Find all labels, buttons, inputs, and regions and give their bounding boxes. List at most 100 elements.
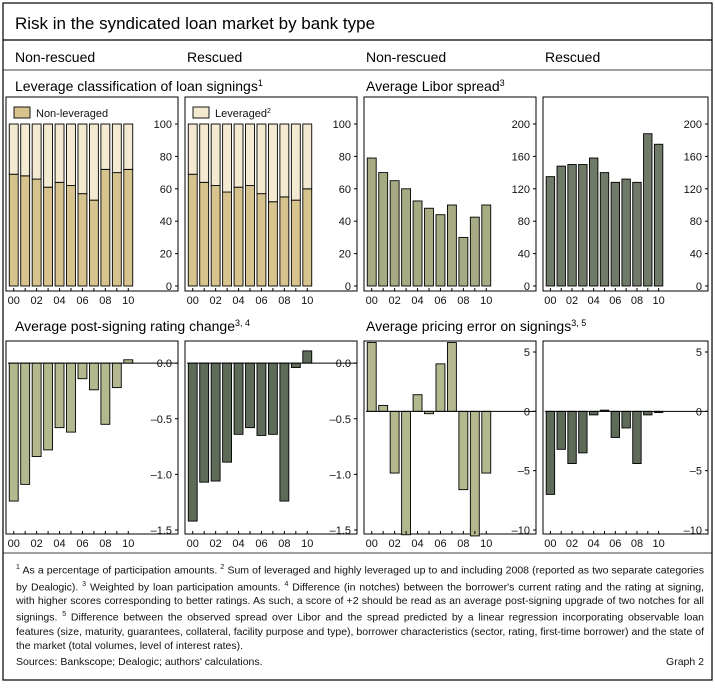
bar-leveraged bbox=[279, 123, 290, 198]
leverage-rescued-chart: 0 20 40 60 80 100 Leveraged2 00 02 04 06 08 10 bbox=[184, 96, 358, 307]
x-tick-label: 04 bbox=[232, 295, 244, 307]
bar-leveraged bbox=[31, 123, 42, 180]
x-tick-label: 08 bbox=[457, 295, 469, 307]
x-tick-label: 00 bbox=[8, 295, 20, 307]
x-tick-label: 04 bbox=[411, 295, 423, 307]
pricing-rescued-chart: 5 0 –5 –10 00 02 04 06 08 10 bbox=[542, 340, 709, 550]
x-tick-label: 08 bbox=[457, 538, 469, 550]
bar bbox=[599, 172, 610, 287]
graph-label: Graph 2 bbox=[666, 656, 704, 668]
bar-non-leveraged bbox=[31, 178, 42, 287]
bar-leveraged bbox=[267, 123, 278, 203]
section-title-rating: Average post-signing rating change3, 4 bbox=[15, 318, 250, 334]
section-title-leverage: Leverage classification of loan signings… bbox=[15, 78, 263, 94]
bar bbox=[123, 359, 134, 364]
section-title-pricing-sup: 3, 5 bbox=[571, 318, 586, 328]
x-tick-label: 04 bbox=[232, 538, 244, 550]
footnote-1: As a percentage of participation amounts… bbox=[22, 564, 218, 577]
bar-non-leveraged bbox=[210, 185, 221, 287]
y-tick-label: 20 bbox=[160, 249, 172, 261]
x-tick-label: 00 bbox=[366, 538, 378, 550]
bar-non-leveraged bbox=[199, 181, 210, 287]
x-tick-label: 10 bbox=[652, 538, 664, 550]
y-tick-label: 0.0 bbox=[336, 358, 351, 370]
bar bbox=[424, 207, 434, 287]
legend-label-sup: 2 bbox=[267, 108, 271, 115]
bar bbox=[481, 410, 492, 474]
column-header-3: Non-rescued bbox=[366, 49, 446, 65]
bar bbox=[389, 410, 400, 474]
x-tick-label: 00 bbox=[187, 538, 199, 550]
bar bbox=[412, 394, 423, 412]
column-header-2: Rescued bbox=[187, 49, 242, 65]
y-tick-label: –5 bbox=[518, 466, 530, 478]
y-tick-label: 60 bbox=[339, 184, 351, 196]
bar-leveraged bbox=[302, 123, 313, 190]
bar bbox=[199, 362, 210, 483]
y-tick-label: 0 bbox=[166, 281, 172, 293]
bar bbox=[469, 216, 480, 287]
bar bbox=[643, 133, 653, 287]
bar-leveraged bbox=[210, 123, 221, 187]
bar-non-leveraged bbox=[43, 186, 54, 287]
bar bbox=[556, 165, 566, 287]
bar-leveraged bbox=[290, 123, 301, 201]
bar bbox=[378, 172, 389, 287]
y-tick-label: 0 bbox=[345, 281, 351, 293]
bar-non-leveraged bbox=[187, 173, 198, 287]
bar bbox=[446, 204, 457, 287]
bar bbox=[578, 164, 588, 287]
bar bbox=[589, 410, 599, 416]
bar-leveraged bbox=[123, 123, 134, 170]
bar bbox=[621, 410, 631, 429]
bar-non-leveraged bbox=[302, 188, 313, 287]
bar-non-leveraged bbox=[66, 185, 76, 287]
section-title-libor-sup: 3 bbox=[500, 78, 505, 88]
bar bbox=[446, 342, 457, 412]
footnote-5: Difference between the observed spread o… bbox=[16, 611, 705, 652]
bar bbox=[111, 362, 122, 389]
bar bbox=[222, 362, 233, 463]
bar bbox=[77, 362, 88, 380]
y-tick-label: 5 bbox=[696, 347, 702, 359]
bar bbox=[389, 180, 400, 287]
bar-non-leveraged bbox=[123, 168, 134, 287]
footnote-2: Sum of leveraged and highly leveraged up… bbox=[16, 564, 704, 594]
y-tick-label: 120 bbox=[512, 184, 530, 196]
x-tick-label: 06 bbox=[255, 295, 267, 307]
x-tick-label: 00 bbox=[366, 295, 378, 307]
bar bbox=[556, 410, 566, 450]
bar bbox=[88, 362, 99, 391]
libor-rescued-chart: 0 40 80 120 160 200 00 02 04 06 08 10 bbox=[542, 96, 709, 307]
y-tick-label: 0.0 bbox=[157, 358, 172, 370]
x-tick-label: 10 bbox=[301, 538, 313, 550]
bar bbox=[458, 236, 469, 287]
bar-leveraged bbox=[245, 123, 255, 187]
bar bbox=[567, 164, 577, 287]
bar bbox=[653, 143, 664, 287]
footnotes: 1 As a percentage of participation amoun… bbox=[16, 561, 704, 653]
bar bbox=[545, 410, 556, 495]
x-tick-label: 08 bbox=[631, 295, 643, 307]
bar-leveraged bbox=[66, 123, 76, 187]
bar bbox=[100, 362, 111, 425]
bar bbox=[302, 350, 313, 364]
y-tick-label: 40 bbox=[690, 249, 702, 261]
x-tick-label: 02 bbox=[31, 295, 43, 307]
y-tick-label: 80 bbox=[160, 151, 172, 163]
bar-non-leveraged bbox=[88, 199, 99, 287]
bar-leveraged bbox=[111, 123, 122, 174]
bar bbox=[267, 362, 278, 435]
bar bbox=[8, 362, 19, 502]
y-tick-label: 60 bbox=[160, 184, 172, 196]
x-tick-label: 04 bbox=[588, 295, 600, 307]
pricing-nonrescued-chart: 5 0 –5 –10 00 02 04 06 08 10 bbox=[363, 340, 537, 550]
rating-nonrescued-chart: 0.0 –0.5 –1.0 –1.5 00 02 04 06 08 10 bbox=[5, 340, 179, 550]
x-tick-label: 06 bbox=[434, 538, 446, 550]
x-tick-label: 10 bbox=[652, 295, 664, 307]
x-tick-label: 00 bbox=[544, 538, 556, 550]
rating-rescued-chart: 0.0 –0.5 –1.0 –1.5 00 02 04 06 08 10 bbox=[184, 340, 358, 550]
x-tick-label: 10 bbox=[301, 295, 313, 307]
x-tick-label: 04 bbox=[411, 538, 423, 550]
